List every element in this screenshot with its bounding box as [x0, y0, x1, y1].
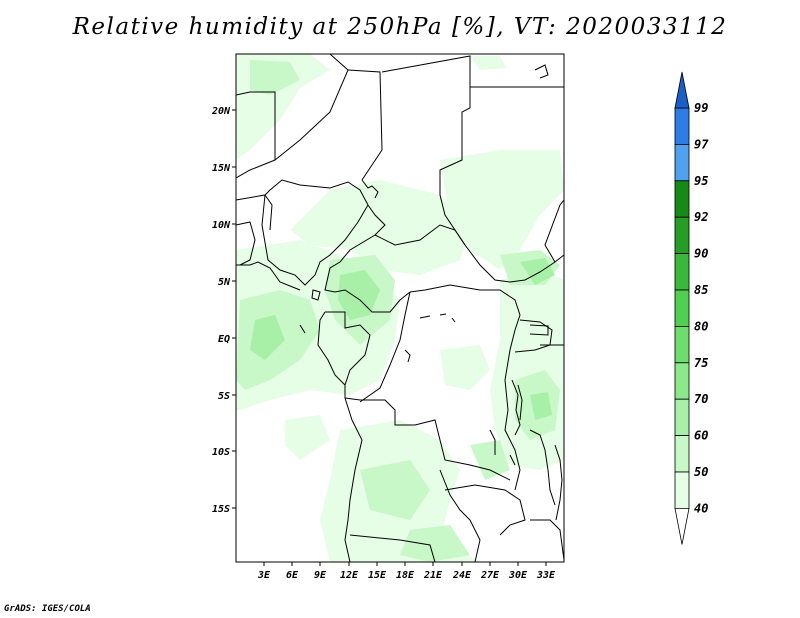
colorbar-segment: [674, 362, 690, 400]
lat-tick-label: 15N: [212, 163, 231, 174]
colorbar-segment: [674, 325, 690, 364]
map-frame: [235, 53, 565, 563]
colorbar-label: 92: [694, 210, 708, 224]
colorbar-segment: [674, 398, 690, 437]
colorbar-segment: [674, 143, 690, 182]
grads-credit: GrADS: IGES/COLA: [4, 604, 91, 614]
lat-tick-label: 10S: [212, 447, 230, 458]
lon-tick-label: 33E: [536, 570, 556, 581]
colorbar: 99 97 95 92 90 85 80 75 70 60 50 40: [674, 71, 709, 545]
lon-tick-label: 27E: [480, 570, 500, 581]
lon-tick-label: 3E: [257, 570, 271, 581]
colorbar-label: 99: [694, 101, 708, 115]
colorbar-segment: [674, 435, 690, 473]
lat-axis: [232, 109, 236, 509]
colorbar-segment: [674, 471, 690, 509]
colorbar-segment: [674, 289, 690, 327]
colorbar-segment: [674, 107, 690, 145]
lat-tick-label: 5N: [218, 277, 231, 288]
lon-axis: [263, 562, 547, 566]
colorbar-segment: [674, 180, 690, 218]
colorbar-min-triangle: [674, 507, 690, 545]
lon-tick-label: 21E: [423, 570, 443, 581]
lat-tick-label: 20N: [211, 106, 231, 117]
colorbar-label: 90: [694, 247, 708, 261]
lon-tick-label: 18E: [396, 570, 415, 581]
colorbar-max-triangle: [674, 71, 690, 109]
lon-tick-label: 9E: [314, 570, 327, 581]
lat-tick-label: EQ: [218, 334, 230, 345]
lat-tick-label: 15S: [212, 504, 230, 515]
lat-tick-label: 10N: [212, 220, 231, 231]
colorbar-label: 80: [694, 319, 708, 333]
colorbar-segment: [674, 216, 690, 254]
colorbar-label: 50: [694, 465, 708, 479]
humidity-shading: [236, 54, 564, 562]
chart-title: Relative humidity at 250hPa [%], VT: 202…: [72, 14, 728, 40]
colorbar-label: 95: [694, 174, 708, 188]
country-borders: [236, 54, 564, 562]
colorbar-label: 85: [694, 283, 708, 297]
lon-tick-label: 24E: [452, 570, 472, 581]
lon-tick-label: 6E: [286, 570, 299, 581]
colorbar-segment: [674, 253, 690, 291]
lon-tick-label: 12E: [340, 570, 359, 581]
colorbar-label: 70: [694, 392, 708, 406]
lon-tick-label: 30E: [508, 570, 528, 581]
colorbar-label: 75: [694, 356, 708, 370]
colorbar-label: 40: [694, 501, 708, 515]
lat-tick-label: 5S: [218, 391, 230, 402]
colorbar-label: 97: [694, 137, 709, 151]
lon-tick-label: 15E: [368, 570, 387, 581]
colorbar-label: 60: [694, 429, 708, 443]
